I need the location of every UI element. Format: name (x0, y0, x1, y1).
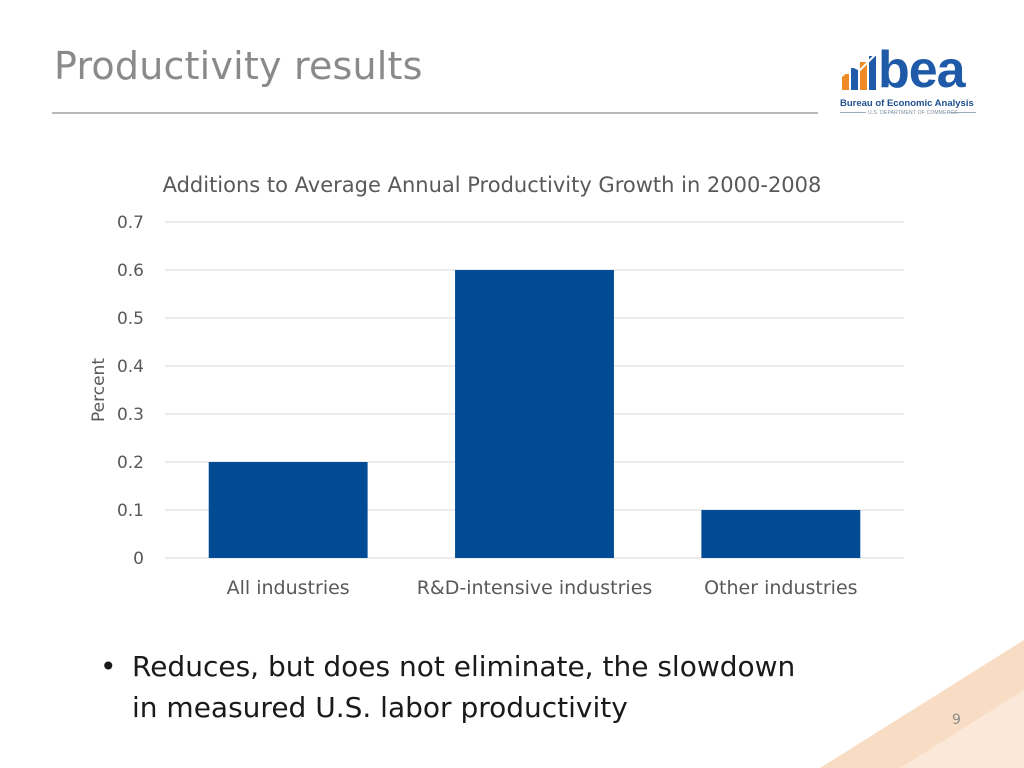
bullet-text: Reduces, but does not eliminate, the slo… (132, 650, 796, 724)
y-tick-label: 0 (133, 549, 144, 569)
x-category-label: R&D-intensive industries (417, 577, 653, 599)
page-number: 9 (952, 712, 961, 728)
y-axis-title: Percent (89, 358, 109, 422)
y-tick-label: 0.3 (117, 405, 144, 425)
y-tick-label: 0.1 (117, 501, 144, 521)
logo-rule-left (840, 112, 866, 113)
bar-2 (701, 510, 861, 558)
bea-logo-icon (841, 53, 877, 90)
slide-title: Productivity results (54, 44, 423, 88)
chart-title: Additions to Average Annual Productivity… (163, 173, 822, 197)
y-tick-label: 0.6 (117, 261, 144, 281)
bullet-marker: • (100, 650, 117, 683)
bea-logo-name: Bureau of Economic Analysis (840, 98, 974, 109)
bea-logo-wordmark: bea (878, 41, 966, 99)
x-category-label: Other industries (704, 577, 857, 599)
bar-0 (208, 462, 368, 558)
bea-logo-department: U.S. DEPARTMENT OF COMMERCE (868, 110, 958, 116)
bea-logo: bea Bureau of Economic Analysis U.S. DEP… (840, 42, 980, 118)
y-tick-label: 0.5 (117, 309, 144, 329)
y-tick-label: 0.7 (117, 213, 144, 233)
y-tick-label: 0.4 (117, 357, 144, 377)
logo-rule-right (950, 112, 976, 113)
y-tick-label: 0.2 (117, 453, 144, 473)
title-divider (52, 112, 818, 114)
x-category-label: All industries (227, 577, 350, 599)
bar-1 (455, 270, 614, 558)
bar-chart: Additions to Average Annual Productivity… (89, 173, 904, 599)
